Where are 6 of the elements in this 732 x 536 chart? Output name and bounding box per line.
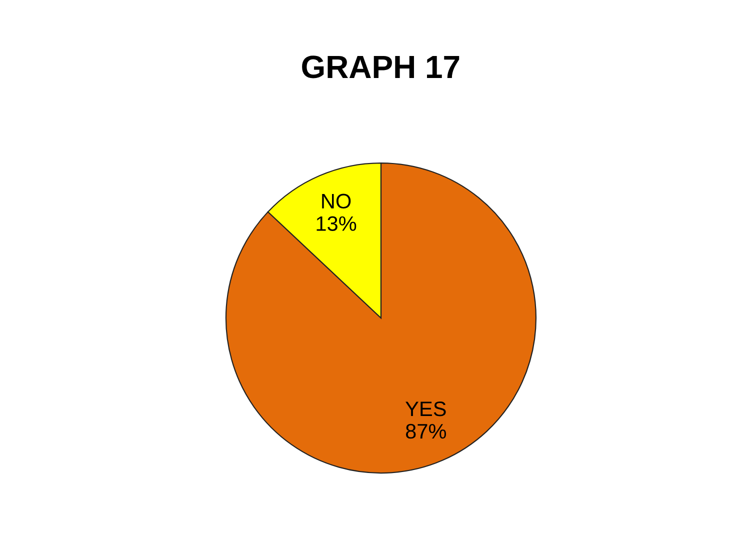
slice-label: YES	[406, 401, 446, 416]
chart-title: GRAPH 17	[302, 56, 460, 78]
slice-label: NO	[322, 194, 351, 209]
data-label: 87%	[406, 424, 446, 439]
data-label: 13%	[316, 216, 356, 231]
pie-slice	[225, 162, 537, 474]
